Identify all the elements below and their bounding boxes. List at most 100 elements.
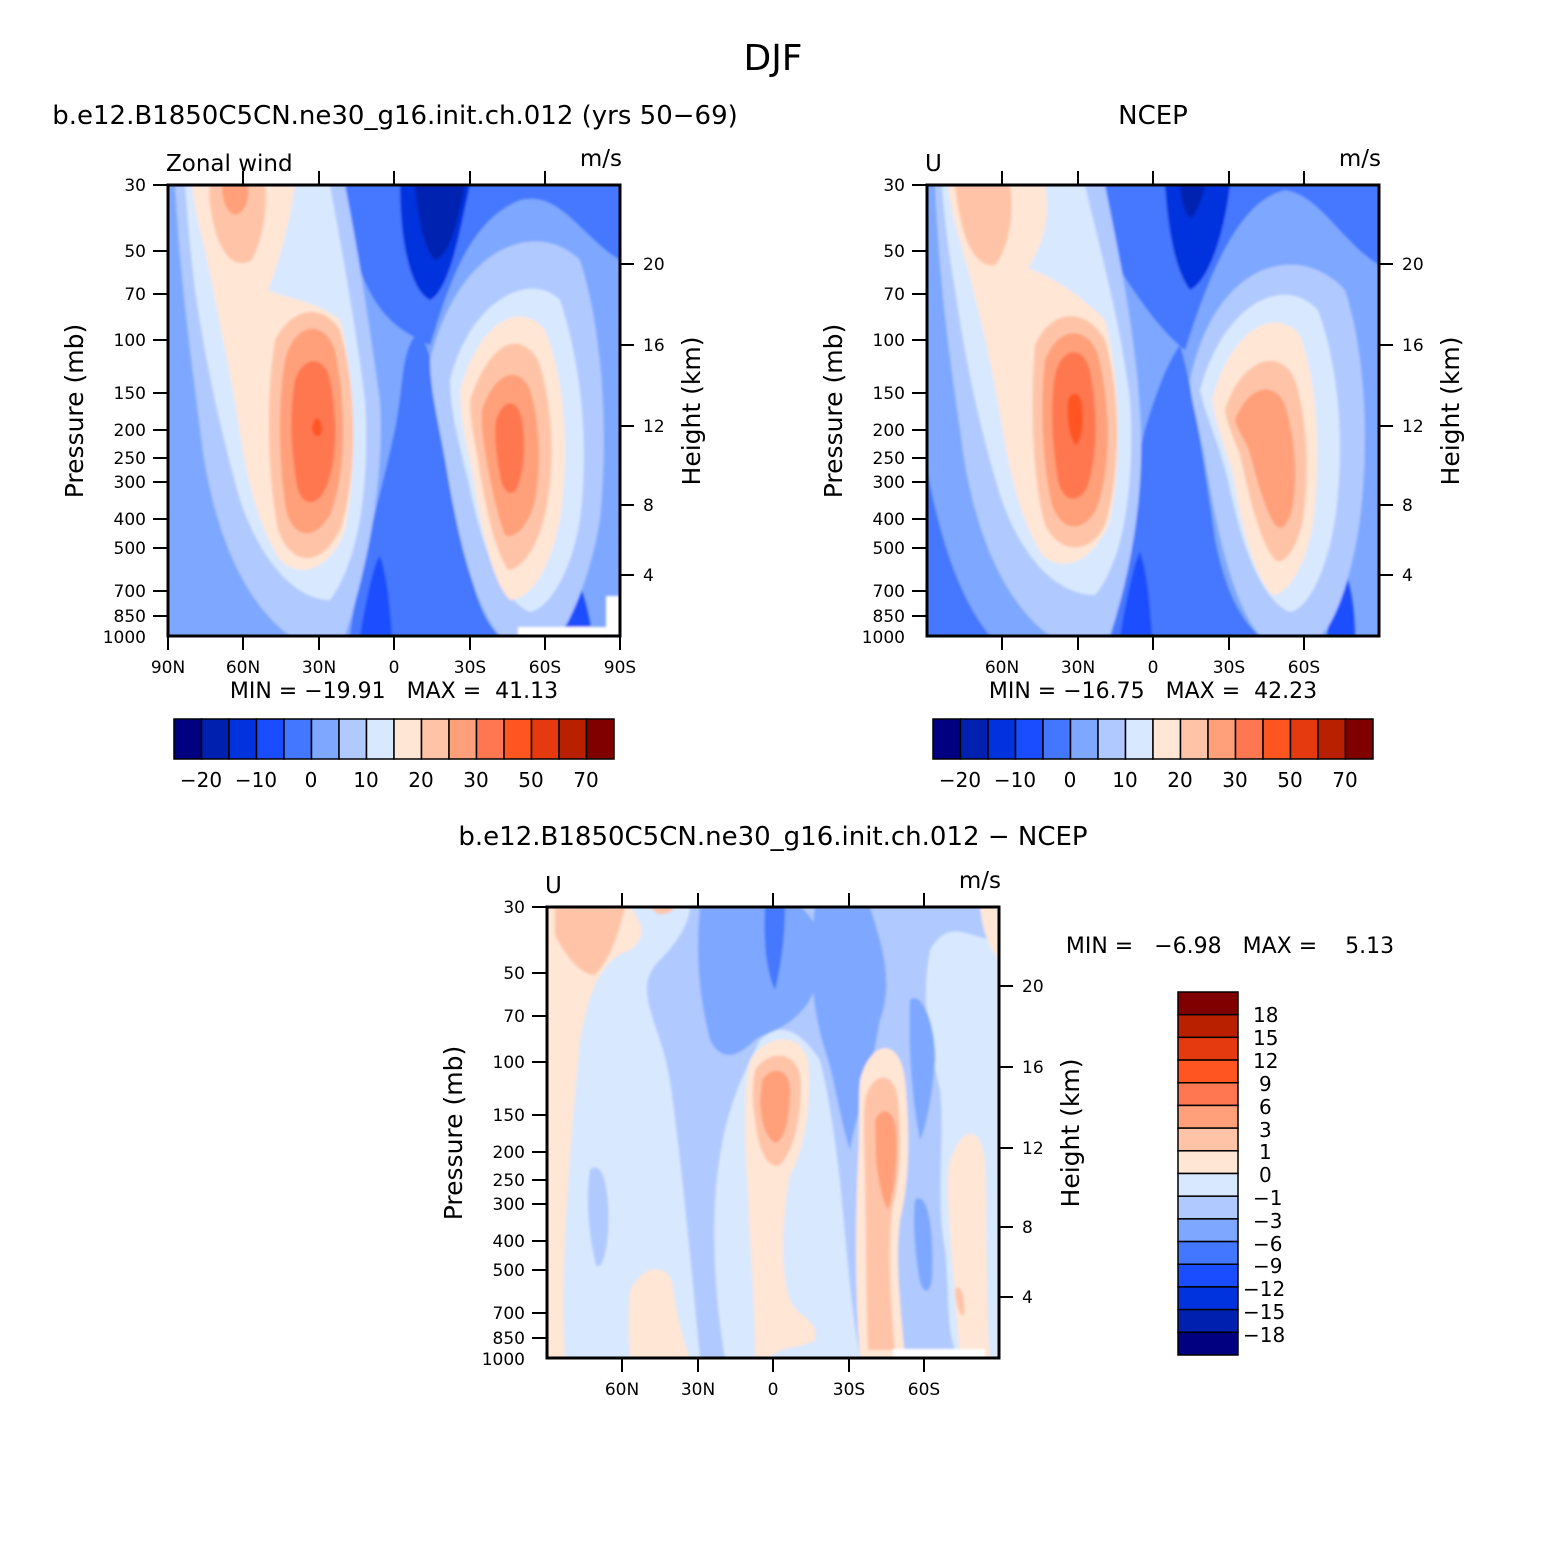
panel-ncep-colorbar-swatch bbox=[1179, 718, 1209, 760]
panel-model-xtick-1: 60N bbox=[226, 658, 260, 678]
panel-diff-ptick-4: 150 bbox=[493, 1106, 525, 1126]
panel-model-cb-label-7: 70 bbox=[573, 768, 598, 792]
panel-diff-ptick-8: 400 bbox=[493, 1232, 525, 1252]
panel-diff-colorbar-swatch bbox=[1177, 1104, 1239, 1129]
panel-ncep-ptick-10: 700 bbox=[873, 582, 905, 602]
panel-diff-ptick-3: 100 bbox=[493, 1053, 525, 1073]
panel-ncep-ylabel: Pressure (mb) bbox=[819, 324, 848, 498]
figure-title: DJF bbox=[743, 38, 802, 79]
panel-ncep-title: NCEP bbox=[1118, 101, 1188, 131]
panel-ncep-xtick-1: 30N bbox=[1061, 658, 1095, 678]
panel-model-htick-1: 8 bbox=[643, 496, 654, 516]
panel-model-ptick-4: 150 bbox=[114, 384, 146, 404]
panel-diff-colorbar-swatch bbox=[1177, 1172, 1239, 1197]
panel-diff-left-label: U bbox=[545, 873, 562, 899]
panel-diff-htick-2: 12 bbox=[1022, 1139, 1044, 1159]
panel-ncep-xtick-0: 60N bbox=[985, 658, 1019, 678]
panel-model-colorbar-swatch bbox=[475, 718, 505, 760]
panel-diff-pressure-axis: 30 50 70 100 150 200 250 300 400 500 700… bbox=[482, 898, 525, 1370]
panel-diff-ptick-1: 50 bbox=[503, 964, 525, 984]
panel-model-height-axis: 20 16 12 8 4 bbox=[643, 255, 665, 586]
panel-diff-cb-label-2: 12 bbox=[1253, 1049, 1278, 1073]
panel-ncep-ptick-11: 850 bbox=[873, 607, 905, 627]
panel-diff-cb-label-3: 9 bbox=[1259, 1072, 1272, 1096]
panel-diff-colorbar-swatch bbox=[1177, 1036, 1239, 1061]
panel-model-colorbar-swatch bbox=[173, 718, 203, 760]
panel-diff-ptick-2: 70 bbox=[503, 1007, 525, 1027]
panel-model-colorbar bbox=[173, 718, 615, 760]
panel-ncep-cb-label-3: 10 bbox=[1112, 768, 1137, 792]
panel-diff-cb-label-0: 18 bbox=[1253, 1003, 1278, 1027]
panel-model-ptick-3: 100 bbox=[114, 331, 146, 351]
panel-diff-cb-label-6: 1 bbox=[1259, 1140, 1272, 1164]
panel-diff-colorbar-swatch bbox=[1177, 1150, 1239, 1175]
panel-ncep-colorbar-swatch bbox=[1344, 718, 1374, 760]
panel-ncep-colorbar-labels: −20 −10 0 10 20 30 50 70 bbox=[939, 768, 1358, 792]
panel-model-colorbar-swatch bbox=[503, 718, 533, 760]
panel-model-cb-label-1: −10 bbox=[235, 768, 277, 792]
panel-model-ptick-5: 200 bbox=[114, 421, 146, 441]
panel-model-colorbar-swatch bbox=[420, 718, 450, 760]
panel-diff-cb-label-11: −9 bbox=[1253, 1254, 1282, 1278]
panel-model-colorbar-labels: −20 −10 0 10 20 30 50 70 bbox=[180, 768, 599, 792]
panel-ncep-colorbar-swatch bbox=[959, 718, 989, 760]
panel-ncep-minmax: MIN = −16.75 MAX = 42.23 bbox=[989, 679, 1317, 704]
panel-model-xtick-6: 90S bbox=[604, 658, 636, 678]
panel-diff-ptick-11: 850 bbox=[493, 1329, 525, 1349]
panel-diff-cb-label-10: −6 bbox=[1253, 1232, 1282, 1256]
panel-model-colorbar-swatch bbox=[585, 718, 615, 760]
panel-diff-cb-label-13: −15 bbox=[1243, 1300, 1285, 1324]
panel-model-colorbar-swatch bbox=[558, 718, 588, 760]
panel-ncep-cb-label-7: 70 bbox=[1332, 768, 1357, 792]
panel-model-ptick-8: 400 bbox=[114, 510, 146, 530]
panel-diff-colorbar-swatch bbox=[1177, 991, 1239, 1016]
panel-ncep-htick-4: 20 bbox=[1402, 255, 1424, 275]
panel-diff-ptick-5: 200 bbox=[493, 1143, 525, 1163]
panel-ncep-cb-label-6: 50 bbox=[1277, 768, 1302, 792]
panel-diff-xtick-2: 0 bbox=[768, 1380, 779, 1400]
panel-ncep-ptick-1: 50 bbox=[883, 242, 905, 262]
panel-ncep-colorbar-swatch bbox=[1097, 718, 1127, 760]
panel-ncep-ptick-7: 300 bbox=[873, 473, 905, 493]
panel-diff-cb-label-4: 6 bbox=[1259, 1095, 1272, 1119]
panel-model-cb-label-2: 0 bbox=[305, 768, 318, 792]
panel-ncep-xtick-3: 30S bbox=[1213, 658, 1245, 678]
panel-diff-colorbar-swatch bbox=[1177, 1218, 1239, 1243]
panel-model-ptick-10: 700 bbox=[114, 582, 146, 602]
panel-ncep-cb-label-0: −20 bbox=[939, 768, 981, 792]
panel-ncep-htick-3: 16 bbox=[1402, 336, 1424, 356]
panel-ncep-colorbar-swatch bbox=[1317, 718, 1347, 760]
panel-diff-ptick-7: 300 bbox=[493, 1195, 525, 1215]
panel-ncep: NCEP U m/s bbox=[819, 101, 1465, 792]
panel-ncep-htick-1: 8 bbox=[1402, 496, 1413, 516]
panel-diff-htick-1: 8 bbox=[1022, 1218, 1033, 1238]
panel-diff-ptick-9: 500 bbox=[493, 1261, 525, 1281]
panel-ncep-ptick-5: 200 bbox=[873, 421, 905, 441]
panel-ncep-colorbar-swatch bbox=[1014, 718, 1044, 760]
panel-model-xtick-2: 30N bbox=[302, 658, 336, 678]
panel-diff-colorbar bbox=[1177, 991, 1239, 1356]
panel-ncep-colorbar-swatch bbox=[932, 718, 962, 760]
panel-ncep-colorbar-swatch bbox=[1124, 718, 1154, 760]
panel-ncep-colorbar-swatch bbox=[1262, 718, 1292, 760]
panel-ncep-colorbar bbox=[932, 718, 1374, 760]
panel-model-colorbar-swatch bbox=[283, 718, 313, 760]
panel-diff-colorbar-swatch bbox=[1177, 1263, 1239, 1288]
panel-ncep-ptick-9: 500 bbox=[873, 539, 905, 559]
panel-model: b.e12.B1850C5CN.ne30_g16.init.ch.012 (yr… bbox=[52, 101, 738, 792]
panel-model-minmax: MIN = −19.91 MAX = 41.13 bbox=[230, 679, 558, 704]
panel-diff-ptick-0: 30 bbox=[503, 898, 525, 918]
panel-model-ptick-1: 50 bbox=[124, 242, 146, 262]
panel-diff-htick-4: 20 bbox=[1022, 977, 1044, 997]
panel-diff: b.e12.B1850C5CN.ne30_g16.init.ch.012 − N… bbox=[439, 822, 1394, 1400]
panel-diff-colorbar-labels: 18 15 12 9 6 3 1 0 −1 −3 −6 −9 −12 −15 −… bbox=[1243, 1003, 1285, 1347]
panel-model-ptick-6: 250 bbox=[114, 449, 146, 469]
panel-diff-ptick-12: 1000 bbox=[482, 1350, 525, 1370]
panel-ncep-pressure-axis: 30 50 70 100 150 200 250 300 400 500 700… bbox=[862, 176, 905, 648]
panel-model-colorbar-swatch bbox=[365, 718, 395, 760]
panel-model-ptick-0: 30 bbox=[124, 176, 146, 196]
panel-model-colorbar-swatch bbox=[530, 718, 560, 760]
panel-model-cb-label-4: 20 bbox=[408, 768, 433, 792]
panel-ncep-cb-label-2: 0 bbox=[1064, 768, 1077, 792]
